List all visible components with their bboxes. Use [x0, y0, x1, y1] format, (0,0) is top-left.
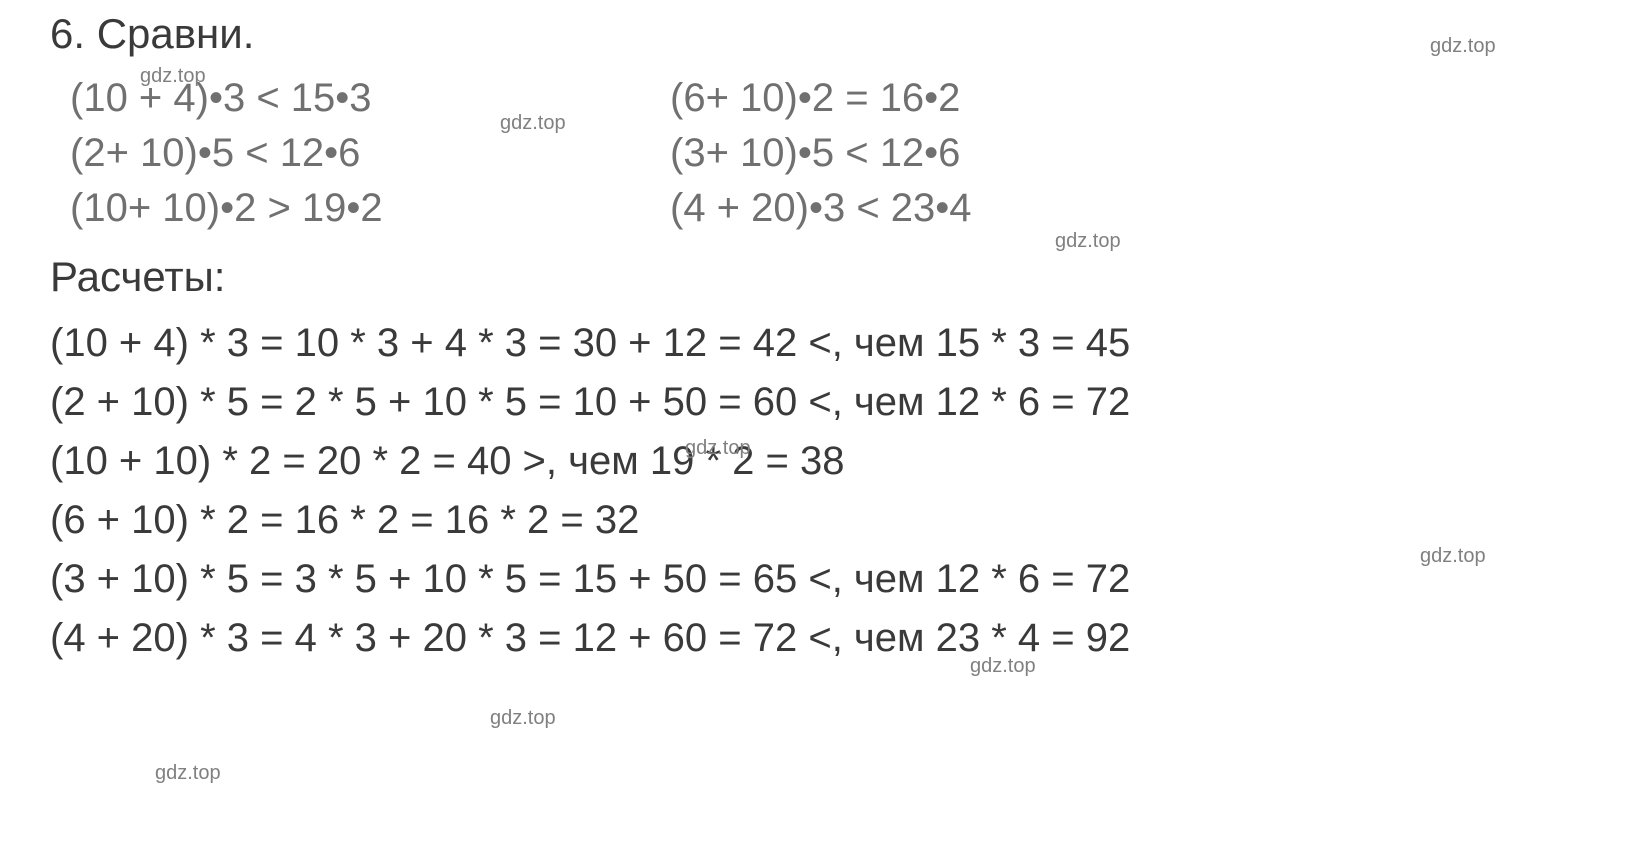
- compare-cell: (10 + 4)•3 < 15•3: [70, 76, 630, 121]
- calculation-line: (3 + 10) * 5 = 3 * 5 + 10 * 5 = 15 + 50 …: [50, 557, 1596, 602]
- watermark-text: gdz.top: [490, 707, 556, 730]
- compare-cell: (10+ 10)•2 > 19•2: [70, 186, 630, 231]
- calculations-list: (10 + 4) * 3 = 10 * 3 + 4 * 3 = 30 + 12 …: [50, 321, 1596, 661]
- calculation-line: (4 + 20) * 3 = 4 * 3 + 20 * 3 = 12 + 60 …: [50, 616, 1596, 661]
- compare-cell: (6+ 10)•2 = 16•2: [670, 76, 1230, 121]
- calculation-line: (10 + 10) * 2 = 20 * 2 = 40 >, чем 19 * …: [50, 439, 1596, 484]
- watermark-text: gdz.top: [155, 762, 221, 785]
- exercise-title: 6. Сравни.: [50, 10, 1596, 58]
- calculation-line: (10 + 4) * 3 = 10 * 3 + 4 * 3 = 30 + 12 …: [50, 321, 1596, 366]
- calculations-heading: Расчеты:: [50, 253, 1596, 301]
- compare-cell: (4 + 20)•3 < 23•4: [670, 186, 1230, 231]
- calculation-line: (2 + 10) * 5 = 2 * 5 + 10 * 5 = 10 + 50 …: [50, 380, 1596, 425]
- calculation-line: (6 + 10) * 2 = 16 * 2 = 16 * 2 = 32: [50, 498, 1596, 543]
- compare-cell: (2+ 10)•5 < 12•6: [70, 131, 630, 176]
- comparison-grid: (10 + 4)•3 < 15•3 (6+ 10)•2 = 16•2 (2+ 1…: [70, 76, 1596, 231]
- compare-cell: (3+ 10)•5 < 12•6: [670, 131, 1230, 176]
